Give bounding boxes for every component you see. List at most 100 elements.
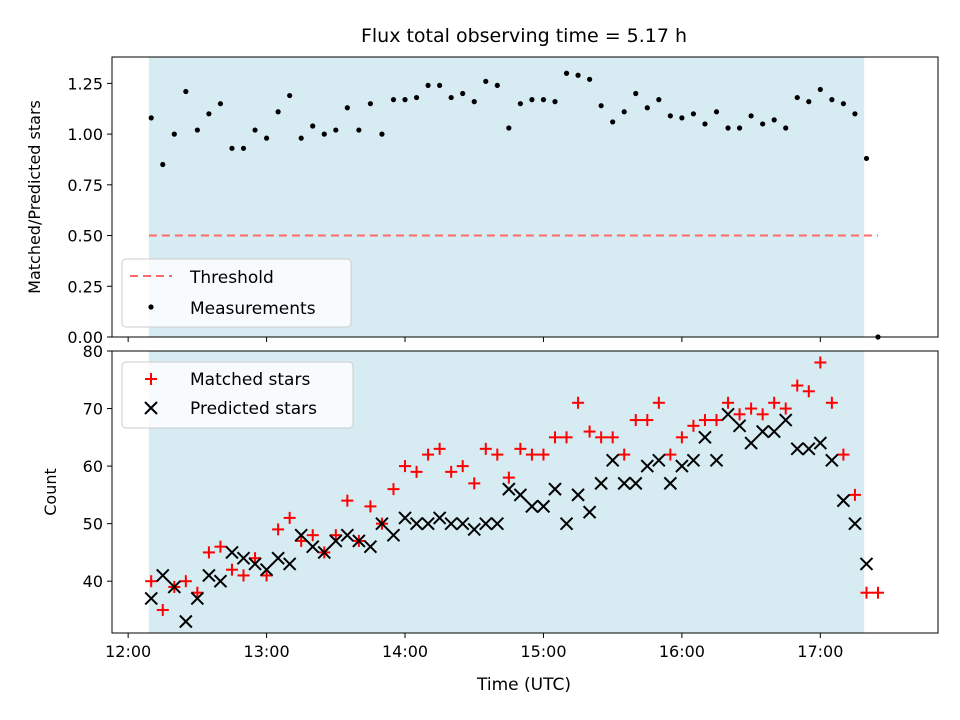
measurements-point (494, 82, 500, 89)
measurements-point (425, 82, 431, 89)
measurements-point (206, 111, 212, 117)
predicted-stars-point (594, 476, 608, 491)
predicted-stars-point (179, 614, 193, 629)
measurements-point (390, 97, 397, 103)
predicted-stars-point (859, 557, 874, 571)
measurements-point (321, 131, 327, 137)
x-axis-label: Time (UTC) (476, 675, 571, 695)
predicted-stars-point (779, 413, 793, 427)
matched-stars-point (249, 552, 262, 565)
measurements-point (863, 155, 870, 162)
matched-stars-point (272, 523, 285, 536)
x-tick-label: 14:00 (382, 642, 428, 661)
count-legend: Matched stars Predicted stars (121, 361, 354, 429)
matched-stars-point (502, 471, 515, 484)
predicted-stars-point (306, 539, 320, 554)
count-y-tick-label: 50 (83, 515, 103, 534)
matched-stars-point (802, 385, 815, 398)
predicted-stars-point (652, 453, 666, 468)
measurements-point (506, 125, 512, 131)
measurements-point (356, 127, 362, 133)
predicted-stars-point (259, 562, 274, 577)
matched-stars-point (698, 414, 711, 427)
predicted-stars-point (513, 488, 528, 502)
matched-stars-point (629, 414, 642, 427)
matched-stars-point (791, 379, 804, 392)
measurements-point (517, 101, 523, 107)
predicted-stars-point (363, 539, 378, 554)
count-panel: 40 50 60 70 80 12:00 13:00 14:00 15:00 16:00 17:00… (41, 342, 939, 695)
measurements-point (229, 145, 235, 151)
predicted-stars-point (721, 407, 735, 422)
predicted-stars-point (629, 476, 643, 491)
matched-stars-point (456, 460, 469, 473)
measurements-point (794, 94, 800, 101)
predicted-stars-point (490, 516, 505, 531)
matched-stars-point (525, 448, 538, 461)
measurements-point (483, 78, 489, 84)
predicted-stars-point (640, 459, 654, 473)
matched-stars-point (779, 402, 792, 415)
x-tick-label: 13:00 (244, 642, 290, 661)
predicted-stars-point (282, 557, 297, 571)
matched-stars-point (341, 494, 354, 507)
predicted-legend-marker (144, 401, 158, 415)
matched-stars-point (295, 534, 308, 547)
predicted-stars-point (502, 482, 516, 496)
predicted-stars-point (294, 528, 308, 542)
count-y-tick-label: 60 (83, 457, 103, 476)
matched-stars-point (202, 546, 215, 559)
predicted-stars-point (213, 574, 228, 588)
measurements-point (402, 97, 408, 103)
matched-stars-point (745, 402, 758, 415)
predicted-stars-point (848, 516, 862, 531)
count-y-tick-label: 40 (83, 572, 103, 591)
predicted-stars-point (479, 516, 493, 531)
measurements-point (217, 101, 224, 107)
predicted-stars-point (444, 516, 458, 531)
matched-stars-point (618, 448, 631, 461)
ratio-plot-frame (111, 56, 939, 338)
measurements-point (379, 131, 385, 137)
measurements-point (852, 111, 858, 117)
measurements-point (367, 101, 374, 107)
measurements-point (621, 109, 627, 115)
predicted-stars-point (698, 430, 712, 445)
matched-stars-point (756, 408, 769, 421)
matched-stars-point (145, 575, 158, 588)
predicted-stars-point (836, 493, 851, 508)
matched-stars-point (848, 488, 861, 501)
count-y-tick-label: 80 (83, 342, 103, 361)
measurements-point (736, 125, 743, 131)
matched-stars-point (399, 460, 412, 473)
predicted-stars-point (559, 516, 574, 531)
measurements-point (587, 76, 593, 82)
measurements-point (783, 125, 789, 131)
measurements-point (760, 121, 766, 127)
measurements-point (275, 109, 281, 115)
predicted-stars-point (525, 499, 539, 514)
count-plot-frame (111, 350, 939, 634)
predicted-stars-point (236, 551, 251, 565)
measurements-point (344, 105, 350, 111)
matched-stars-point (560, 431, 573, 444)
matched-stars-point (837, 448, 850, 461)
matched-stars-point (664, 448, 677, 461)
count-y-axis-label: Count (41, 468, 60, 516)
measurements-point (644, 105, 650, 111)
x-tick-label: 16:00 (659, 642, 705, 661)
matched-stars-point (225, 563, 238, 576)
measurements-point (263, 135, 270, 141)
predicted-stars-point (352, 534, 366, 548)
measurements-point (563, 70, 570, 76)
measurements-point (829, 97, 835, 103)
predicted-stars-point (802, 442, 816, 456)
matched-stars-point (237, 569, 250, 582)
ratio-y-tick-label: 1.00 (67, 125, 103, 144)
predicted-stars-point (744, 436, 758, 450)
matched-stars-point (514, 442, 527, 455)
predicted-stars-point (571, 488, 585, 502)
predicted-stars-point (144, 591, 158, 606)
measurements-point (148, 115, 154, 121)
measurements-point (806, 99, 812, 105)
